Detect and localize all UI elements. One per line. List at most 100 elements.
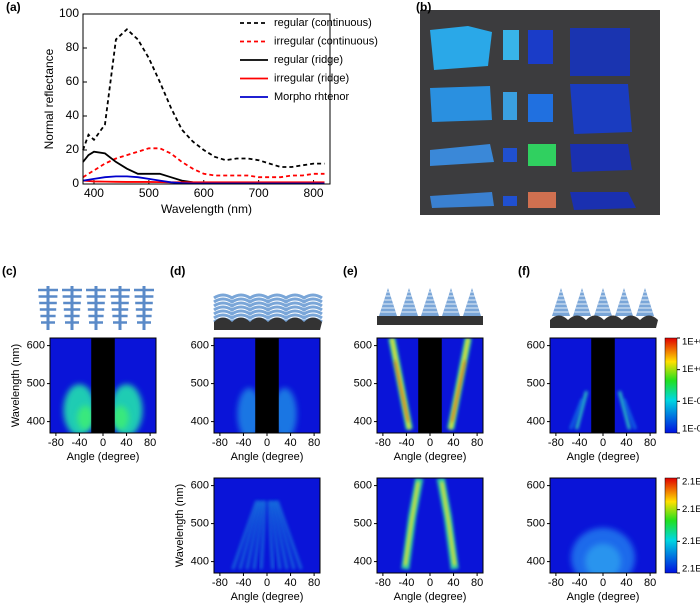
x-tick-label: -40 bbox=[71, 437, 87, 449]
blocked-angle bbox=[255, 338, 279, 433]
cone bbox=[400, 288, 418, 316]
series-line bbox=[82, 150, 325, 185]
x-tick-label: 40 bbox=[620, 437, 632, 449]
layer bbox=[213, 297, 323, 304]
cone bbox=[463, 288, 481, 316]
x-axis-label: Angle (degree) bbox=[567, 451, 640, 463]
y-tick-label: 500 bbox=[354, 378, 372, 390]
x-tick-label: -40 bbox=[571, 577, 587, 589]
y-tick-label: 500 bbox=[527, 378, 545, 390]
y-tick-label: 400 bbox=[527, 556, 545, 568]
legend-label: regular (ridge) bbox=[274, 54, 343, 66]
y-tick-label: 600 bbox=[354, 340, 372, 352]
y-tick-label: 400 bbox=[527, 416, 545, 428]
colorbar-label: 2.1E-01 bbox=[682, 477, 700, 488]
series-line bbox=[82, 28, 325, 168]
y-tick-label: 400 bbox=[354, 416, 372, 428]
plot-frame bbox=[82, 13, 331, 185]
cone bbox=[573, 288, 591, 316]
heatmap bbox=[214, 478, 320, 573]
x-tick-label: 0 bbox=[600, 437, 606, 449]
y-tick-label: 500 bbox=[191, 378, 209, 390]
x-tick-label: 80 bbox=[144, 437, 156, 449]
x-tick-label: 0 bbox=[427, 437, 433, 449]
panel-label: (d) bbox=[170, 264, 185, 278]
x-tick-label: -80 bbox=[212, 577, 228, 589]
series-line bbox=[82, 175, 325, 185]
x-tick-label: 40 bbox=[284, 437, 296, 449]
y-tick-label: 600 bbox=[191, 340, 209, 352]
colorbar-label: 1E-01 bbox=[682, 396, 700, 407]
x-axis-label: Angle (degree) bbox=[67, 451, 140, 463]
panel-label: (a) bbox=[6, 0, 21, 14]
x-tick-label: -40 bbox=[235, 577, 251, 589]
band bbox=[575, 390, 588, 430]
x-tick-label: -80 bbox=[548, 437, 564, 449]
band bbox=[451, 360, 466, 422]
band bbox=[275, 500, 303, 570]
x-tick-label: 600 bbox=[194, 186, 214, 200]
heatmap bbox=[50, 338, 156, 433]
layer bbox=[213, 309, 323, 316]
x-tick-label: -40 bbox=[235, 437, 251, 449]
y-tick-label: 400 bbox=[354, 556, 372, 568]
x-tick-label: 40 bbox=[447, 437, 459, 449]
y-tick-label: 400 bbox=[191, 556, 209, 568]
x-tick-label: 40 bbox=[284, 577, 296, 589]
layer bbox=[213, 313, 323, 320]
x-tick-label: -40 bbox=[398, 577, 414, 589]
blocked-angle bbox=[418, 338, 442, 433]
y-tick-label: 400 bbox=[191, 416, 209, 428]
x-tick-label: 800 bbox=[304, 186, 324, 200]
colorbar-label: 2.1E-04 bbox=[682, 564, 700, 575]
y-tick-label: 40 bbox=[66, 108, 80, 122]
y-tick-label: 400 bbox=[27, 416, 45, 428]
heatmap bbox=[550, 478, 656, 573]
y-tick-label: 0 bbox=[72, 176, 79, 190]
heatmap bbox=[377, 338, 483, 433]
y-tick-label: 500 bbox=[527, 518, 545, 530]
colorbar bbox=[664, 337, 678, 434]
cone bbox=[594, 288, 612, 316]
photo bbox=[420, 10, 660, 215]
y-tick-label: 600 bbox=[27, 340, 45, 352]
band bbox=[273, 500, 296, 570]
cone bbox=[636, 288, 654, 316]
x-tick-label: -80 bbox=[375, 577, 391, 589]
colorbar-label: 1E-02 bbox=[682, 424, 700, 435]
x-tick-label: 0 bbox=[264, 437, 270, 449]
x-tick-label: 80 bbox=[308, 577, 320, 589]
legend-label: Morpho rhtenor bbox=[274, 91, 350, 103]
legend-label: irregular (ridge) bbox=[274, 72, 349, 84]
cone bbox=[379, 288, 397, 316]
x-tick-label: -40 bbox=[571, 437, 587, 449]
x-tick-label: 500 bbox=[139, 186, 159, 200]
x-tick-label: 0 bbox=[427, 577, 433, 589]
y-tick-label: 600 bbox=[191, 480, 209, 492]
x-tick-label: 80 bbox=[471, 577, 483, 589]
cone bbox=[552, 288, 570, 316]
colorbar-label: 2.1E-03 bbox=[682, 536, 700, 547]
x-tick-label: 0 bbox=[600, 577, 606, 589]
x-tick-label: -80 bbox=[375, 437, 391, 449]
layer bbox=[213, 301, 323, 308]
band bbox=[394, 360, 409, 422]
x-tick-label: 0 bbox=[264, 577, 270, 589]
band bbox=[622, 398, 637, 430]
panel-label: (e) bbox=[343, 264, 358, 278]
x-tick-label: 80 bbox=[644, 577, 656, 589]
x-tick-label: 0 bbox=[100, 437, 106, 449]
x-axis-label: Angle (degree) bbox=[231, 591, 304, 603]
glow bbox=[112, 405, 129, 430]
x-axis-label: Angle (degree) bbox=[567, 591, 640, 603]
heatmap bbox=[214, 338, 320, 433]
y-tick-label: 600 bbox=[527, 340, 545, 352]
y-tick-label: 100 bbox=[59, 6, 79, 20]
x-axis-label: Wavelength (nm) bbox=[161, 202, 252, 216]
heatmap bbox=[550, 338, 656, 433]
colorbar-label: 1E+00 bbox=[682, 364, 700, 375]
substrate bbox=[550, 315, 658, 328]
cone bbox=[442, 288, 460, 316]
panel-label: (f) bbox=[518, 264, 530, 278]
